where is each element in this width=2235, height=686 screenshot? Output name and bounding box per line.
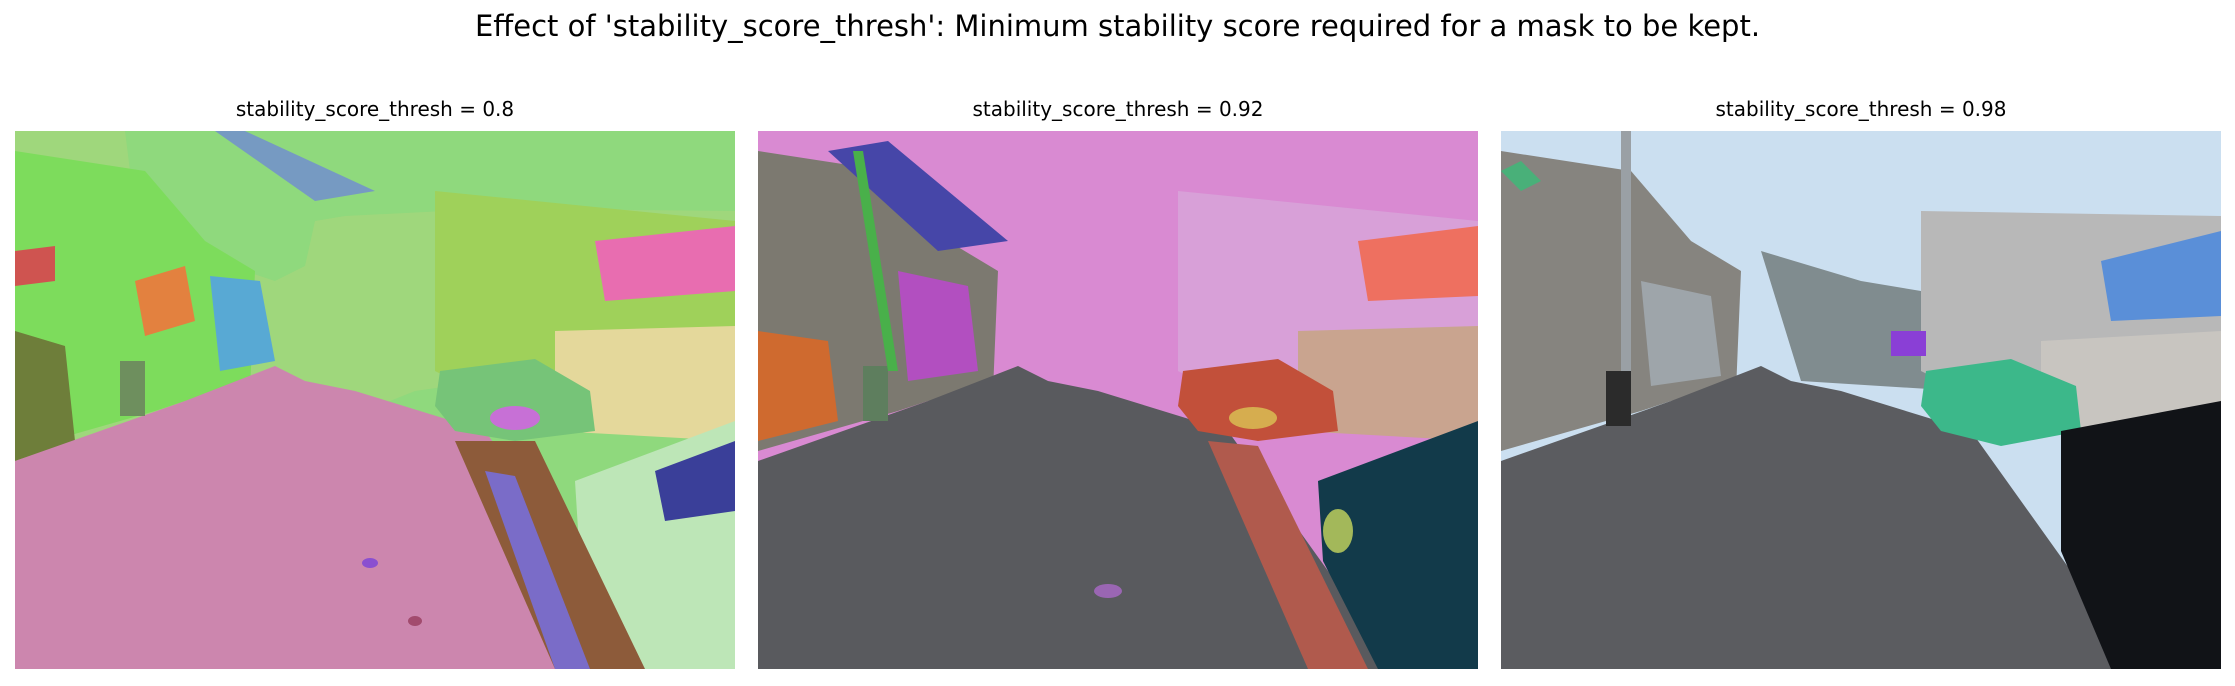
right-wall-mask xyxy=(1298,326,1478,441)
foreground-car xyxy=(2061,401,2221,669)
wall-mask xyxy=(135,266,195,336)
utility-pole xyxy=(1621,131,1631,371)
panel-2-image xyxy=(758,131,1478,669)
leaf-mask xyxy=(1094,584,1122,598)
van-mask xyxy=(1891,331,1926,356)
left-building-mask xyxy=(15,151,255,451)
shed xyxy=(1641,281,1721,386)
parked-car-mask xyxy=(1178,359,1338,441)
shed-mask xyxy=(210,276,275,371)
pedestrian xyxy=(1606,371,1631,426)
roof-mask xyxy=(828,141,1008,251)
parked-car-mask xyxy=(435,359,595,441)
shed-mask xyxy=(898,271,978,381)
panel-1-title: stability_score_thresh = 0.8 xyxy=(235,97,515,121)
segmentation-overlay-0-98 xyxy=(1501,131,2221,669)
road xyxy=(1501,366,2141,669)
right-wall-mask xyxy=(555,326,735,441)
panel-3-title: stability_score_thresh = 0.98 xyxy=(1715,97,2007,121)
car-plate-mask xyxy=(1229,407,1277,429)
pedestrian-mask xyxy=(863,366,888,421)
curb-mask xyxy=(485,471,590,669)
window-mask xyxy=(15,246,55,286)
curb-mask xyxy=(1208,441,1368,669)
road-mask xyxy=(15,366,655,669)
panel-3-image xyxy=(1501,131,2221,669)
car-window-mask xyxy=(655,441,735,521)
planter-mask xyxy=(15,331,75,461)
pole-mask xyxy=(853,151,898,371)
billboard-mask xyxy=(1358,226,1478,301)
panel-2-title: stability_score_thresh = 0.92 xyxy=(972,97,1264,121)
car-grille-mask xyxy=(490,406,540,430)
leaf-mask xyxy=(408,616,422,626)
figure-title: Effect of 'stability_score_thresh': Mini… xyxy=(474,9,1761,43)
parked-car-mask xyxy=(1921,359,2081,446)
billboard-mask xyxy=(2101,231,2221,321)
segmentation-overlay-0-92 xyxy=(758,131,1478,669)
road xyxy=(758,366,1398,669)
foreground-car-mask xyxy=(1318,421,1478,669)
billboard-mask xyxy=(595,226,735,301)
panel-1-image xyxy=(15,131,735,669)
segmentation-overlay-0-8 xyxy=(15,131,735,669)
wall-mask xyxy=(758,331,838,441)
power-line-mask xyxy=(215,131,375,201)
leaf-mask xyxy=(362,558,378,568)
foliage-mask xyxy=(1501,161,1541,191)
wheel-mask xyxy=(1323,509,1353,553)
pedestrian-mask xyxy=(120,361,145,416)
